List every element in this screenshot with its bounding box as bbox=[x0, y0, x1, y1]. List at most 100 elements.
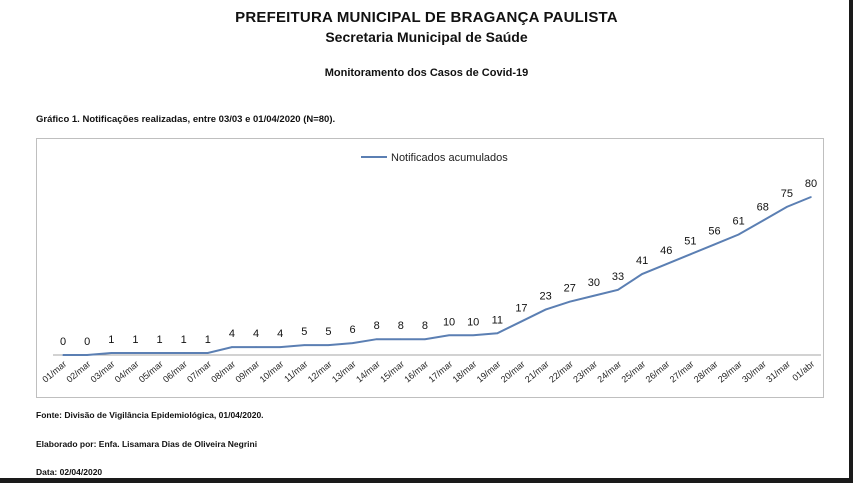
legend-label: Notificados acumulados bbox=[391, 152, 508, 164]
data-label: 4 bbox=[253, 328, 259, 340]
data-label: 41 bbox=[636, 255, 648, 267]
x-tick-label: 23/mar bbox=[571, 359, 599, 385]
x-tick-label: 05/mar bbox=[137, 359, 165, 385]
x-tick-label: 28/mar bbox=[692, 359, 720, 385]
window-right-border bbox=[849, 0, 853, 483]
data-label: 1 bbox=[132, 334, 138, 346]
x-tick-label: 22/mar bbox=[547, 359, 575, 385]
x-tick-label: 24/mar bbox=[595, 359, 623, 385]
data-label: 75 bbox=[781, 188, 793, 200]
x-tick-label: 25/mar bbox=[619, 359, 647, 385]
x-tick-label: 18/mar bbox=[451, 359, 479, 385]
report-title: Monitoramento dos Casos de Covid-19 bbox=[324, 67, 529, 79]
data-label: 23 bbox=[539, 291, 551, 303]
chart-container: Notificados acumulados 01/mar 02/mar 03/ma… bbox=[36, 138, 824, 398]
data-label: 27 bbox=[564, 283, 576, 295]
data-point bbox=[593, 294, 595, 297]
x-tick-label: 01/abr bbox=[790, 359, 816, 383]
x-tick-label: 20/mar bbox=[499, 359, 527, 385]
series-line-notificados bbox=[63, 196, 812, 356]
data-point bbox=[400, 338, 402, 340]
data-label: 6 bbox=[349, 324, 355, 336]
series-points bbox=[62, 196, 812, 356]
data-label: 17 bbox=[515, 302, 527, 314]
data-point bbox=[448, 334, 450, 337]
data-point bbox=[544, 308, 547, 311]
data-point bbox=[472, 334, 474, 337]
data-label: 4 bbox=[277, 328, 283, 340]
data-point bbox=[810, 196, 812, 198]
data-point bbox=[62, 354, 64, 356]
page-subtitle: Secretaria Municipal de Saúde bbox=[325, 29, 528, 45]
data-label: 10 bbox=[467, 316, 479, 328]
data-point bbox=[568, 300, 571, 303]
data-point bbox=[375, 338, 378, 340]
data-point bbox=[231, 346, 233, 348]
data-point bbox=[520, 320, 523, 323]
data-label: 1 bbox=[156, 334, 162, 346]
data-point bbox=[206, 352, 209, 354]
date-note: Data: 02/04/2020 bbox=[36, 467, 103, 477]
source-note: Fonte: Divisão de Vigilância Epidemiológ… bbox=[36, 410, 264, 420]
data-label: 1 bbox=[205, 334, 211, 346]
x-tick-label: 02/mar bbox=[65, 359, 93, 385]
data-label: 80 bbox=[805, 178, 817, 190]
x-tick-label: 16/mar bbox=[402, 359, 430, 385]
data-label: 56 bbox=[708, 225, 720, 237]
chart-caption: Gráfico 1. Notificações realizadas, entr… bbox=[36, 114, 336, 125]
data-label: 51 bbox=[684, 235, 696, 247]
data-point bbox=[110, 352, 113, 354]
line-chart: Notificados acumulados 01/mar02/mar03/ma… bbox=[40, 152, 821, 385]
data-point bbox=[303, 344, 306, 346]
data-point bbox=[689, 253, 692, 256]
x-tick-label: 07/mar bbox=[185, 359, 213, 385]
data-point bbox=[182, 352, 185, 354]
x-tick-label: 27/mar bbox=[668, 359, 696, 385]
data-point bbox=[737, 233, 740, 236]
data-label: 8 bbox=[422, 320, 428, 332]
x-tick-label: 29/mar bbox=[716, 359, 744, 385]
x-tick-label: 03/mar bbox=[89, 359, 117, 385]
data-label: 11 bbox=[492, 314, 503, 326]
data-point bbox=[496, 332, 499, 335]
x-tick-label: 12/mar bbox=[306, 359, 334, 385]
x-tick-label: 31/mar bbox=[764, 359, 792, 385]
x-tick-label: 15/mar bbox=[378, 359, 406, 385]
data-point bbox=[786, 206, 788, 208]
data-point bbox=[761, 219, 764, 222]
data-label: 8 bbox=[374, 320, 380, 332]
x-tick-label: 04/mar bbox=[113, 359, 141, 385]
data-label: 0 bbox=[60, 336, 66, 348]
x-tick-label: 13/mar bbox=[330, 359, 358, 385]
data-label: 8 bbox=[398, 320, 404, 332]
chart-legend: Notificados acumulados bbox=[361, 152, 508, 164]
x-tick-label: 11/mar bbox=[282, 359, 309, 384]
page-title: PREFEITURA MUNICIPAL DE BRAGANÇA PAULIST… bbox=[235, 9, 618, 26]
data-point bbox=[86, 354, 88, 356]
data-label: 5 bbox=[301, 326, 307, 338]
data-point bbox=[617, 289, 619, 291]
x-tick-label: 30/mar bbox=[740, 359, 768, 385]
data-label: 5 bbox=[325, 326, 331, 338]
x-tick-label: 21/mar bbox=[523, 359, 551, 385]
data-point bbox=[158, 352, 161, 354]
x-tick-label: 06/mar bbox=[161, 359, 189, 385]
x-tick-label: 08/mar bbox=[209, 359, 237, 385]
data-label: 61 bbox=[732, 216, 744, 228]
x-tick-label: 19/mar bbox=[475, 359, 503, 385]
data-label: 4 bbox=[229, 328, 235, 340]
author-note: Elaborado por: Enfa. Lisamara Dias de Ol… bbox=[36, 439, 258, 449]
data-label: 68 bbox=[757, 202, 769, 214]
data-label: 46 bbox=[660, 245, 672, 257]
x-tick-labels: 01/mar02/mar03/mar04/mar05/mar06/mar07/m… bbox=[40, 359, 816, 385]
data-point bbox=[351, 342, 354, 344]
data-point bbox=[641, 273, 643, 275]
data-point bbox=[279, 346, 281, 348]
x-tick-label: 09/mar bbox=[233, 359, 261, 385]
x-tick-label: 14/mar bbox=[354, 359, 382, 385]
data-label: 10 bbox=[443, 316, 455, 328]
data-label: 33 bbox=[612, 271, 624, 283]
x-tick-label: 10/mar bbox=[258, 359, 286, 385]
data-point bbox=[665, 263, 668, 265]
